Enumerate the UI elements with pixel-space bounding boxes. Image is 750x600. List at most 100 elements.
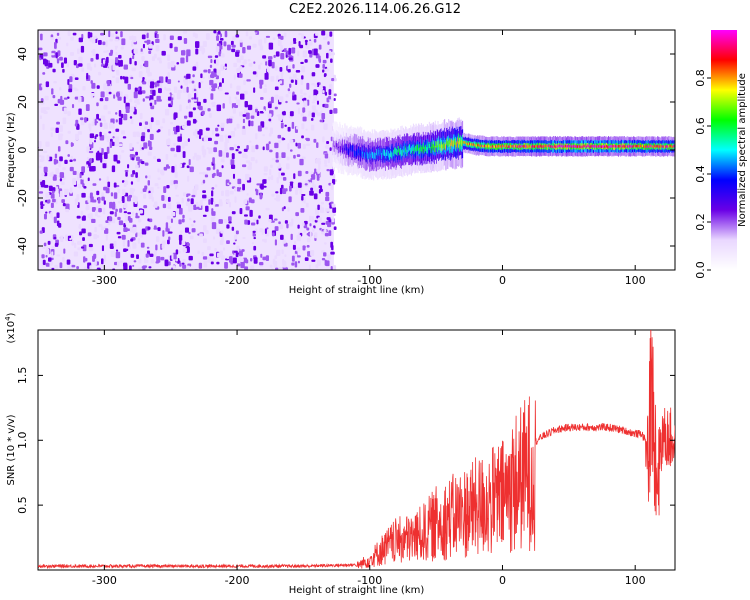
noise-blob <box>261 229 264 236</box>
signal-column <box>645 145 647 149</box>
signal-column <box>371 150 373 165</box>
noise-blob <box>124 76 129 84</box>
noise-blob <box>43 52 48 57</box>
signal-column <box>635 144 637 148</box>
noise-blob <box>297 107 300 115</box>
signal-column <box>618 144 620 148</box>
noise-blob <box>260 253 263 258</box>
noise-blob <box>255 108 258 113</box>
signal-column <box>541 144 543 148</box>
noise-blob <box>51 251 54 258</box>
signal-column <box>565 145 567 149</box>
noise-blob <box>297 50 300 57</box>
signal-column <box>649 145 651 149</box>
signal-column <box>481 145 484 148</box>
noise-blob <box>149 146 153 150</box>
noise-blob <box>117 216 121 221</box>
noise-blob <box>182 264 187 269</box>
noise-blob <box>45 211 48 214</box>
signal-column <box>478 143 480 147</box>
signal-column <box>555 145 557 149</box>
signal-column <box>644 145 646 149</box>
signal-column <box>627 144 629 148</box>
noise-blob <box>139 64 143 69</box>
noise-blob <box>300 207 305 213</box>
signal-column <box>383 149 385 156</box>
noise-blob <box>291 48 296 54</box>
noise-blob <box>226 118 229 124</box>
noise-blob <box>224 141 228 148</box>
noise-blob <box>156 158 161 162</box>
noise-blob <box>145 253 149 258</box>
noise-blob <box>56 32 60 36</box>
noise-blob <box>242 114 247 117</box>
signal-column <box>432 140 434 156</box>
noise-blob <box>304 59 308 63</box>
signal-column <box>585 145 587 149</box>
signal-column <box>400 148 402 155</box>
signal-column <box>570 144 572 148</box>
signal-column <box>637 144 639 148</box>
noise-blob <box>311 216 314 223</box>
noise-blob <box>149 95 154 101</box>
signal-column <box>590 145 592 149</box>
signal-column <box>477 143 479 147</box>
noise-blob <box>59 99 65 105</box>
signal-column <box>506 145 508 149</box>
noise-blob <box>115 52 118 56</box>
signal-column <box>586 145 588 149</box>
noise-blob <box>297 170 302 177</box>
signal-column <box>475 144 477 147</box>
signal-column <box>377 149 379 157</box>
noise-blob <box>297 182 302 188</box>
signal-column <box>391 151 393 158</box>
noise-blob <box>306 99 310 106</box>
signal-column <box>342 147 344 155</box>
noise-blob <box>130 106 135 112</box>
noise-blob <box>43 213 47 220</box>
noise-blob <box>53 236 57 240</box>
noise-blob <box>237 178 242 185</box>
signal-column <box>469 143 472 147</box>
noise-blob <box>178 250 181 254</box>
noise-blob <box>309 231 312 238</box>
signal-column <box>650 144 652 148</box>
noise-blob <box>82 237 85 242</box>
noise-blob <box>112 75 115 78</box>
noise-blob <box>253 61 256 64</box>
noise-blob <box>166 215 171 220</box>
signal-column <box>505 144 507 148</box>
noise-blob <box>198 81 201 89</box>
noise-blob <box>292 94 297 101</box>
signal-column <box>358 146 360 161</box>
noise-blob <box>106 49 110 53</box>
noise-blob <box>327 156 330 164</box>
signal-column <box>440 141 442 149</box>
noise-blob <box>255 132 258 140</box>
signal-column <box>471 142 473 146</box>
signal-column <box>363 150 365 158</box>
signal-column <box>495 145 497 148</box>
noise-blob <box>162 118 166 124</box>
signal-column <box>507 144 509 148</box>
signal-column <box>550 145 553 148</box>
noise-blob <box>167 79 172 85</box>
y-tick-label: 1.0 <box>16 432 29 450</box>
noise-blob <box>45 254 48 258</box>
signal-column <box>651 144 653 148</box>
noise-blob <box>186 49 191 57</box>
signal-column <box>564 144 566 151</box>
noise-blob <box>154 31 158 34</box>
noise-blob <box>289 111 294 117</box>
noise-blob <box>311 174 316 180</box>
noise-blob <box>268 59 272 67</box>
noise-blob <box>171 165 175 173</box>
noise-blob <box>326 141 330 144</box>
noise-blob <box>132 242 137 249</box>
noise-blob <box>197 130 200 135</box>
noise-blob <box>215 228 221 235</box>
noise-blob <box>301 156 306 160</box>
snr-frame <box>37 329 676 571</box>
noise-blob <box>197 105 202 110</box>
noise-blob <box>65 203 70 211</box>
